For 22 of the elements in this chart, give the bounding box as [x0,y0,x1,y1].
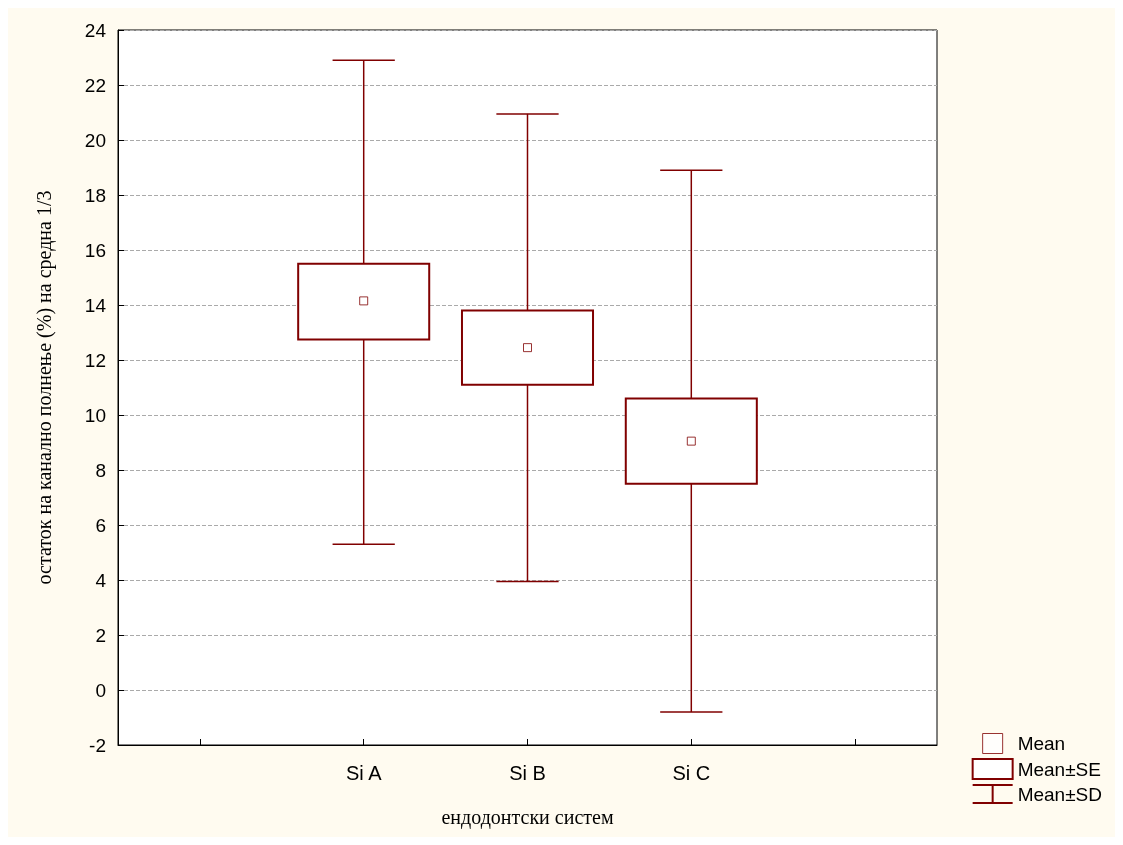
x-tick-label: Si C [672,762,711,784]
x-axis-title: ендодонтски систем [441,806,614,829]
y-tick-label: 10 [84,404,106,426]
y-tick-label: 0 [95,679,106,701]
y-tick-label: 24 [84,19,107,41]
y-tick-label: 18 [84,184,106,206]
y-tick-label: 4 [95,569,107,591]
y-tick-label: 6 [95,514,106,536]
y-tick-label: 12 [84,349,106,371]
y-tick-label: 20 [84,129,106,151]
y-tick-label: 2 [95,624,106,646]
y-tick-label: 16 [84,239,106,261]
y-tick-label: 14 [84,294,107,316]
y-tick-label: 22 [84,74,106,96]
text: Mean±SD [1017,783,1103,805]
x-tick-label: Si B [509,762,546,784]
legend-label: Mean±SE [1017,758,1101,780]
y-tick-label: 8 [95,459,106,481]
legend-label: Mean [1017,733,1066,754]
x-tick-label: Si A [345,762,383,784]
y-tick-label: -2 [89,734,106,756]
y-axis-title: остаток на канално полнење (%) на средна 1/3 [33,190,56,585]
